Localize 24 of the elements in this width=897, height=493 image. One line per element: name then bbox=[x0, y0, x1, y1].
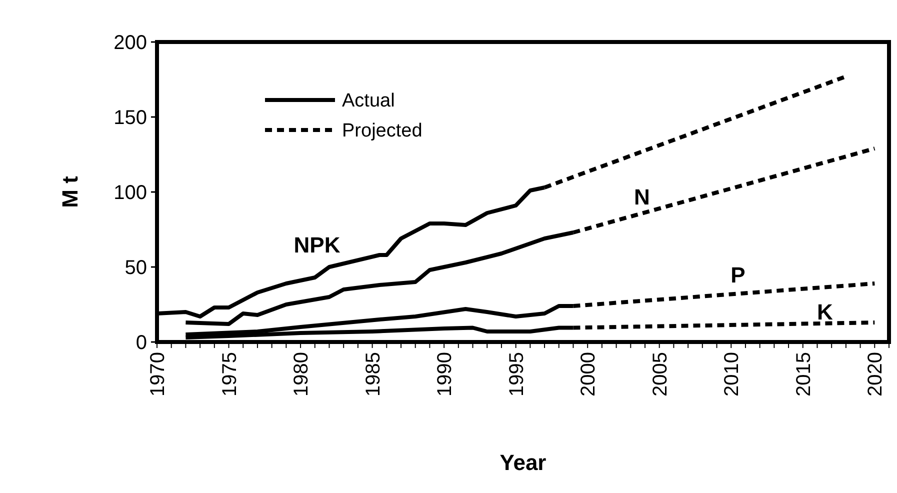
y-axis-title: M t bbox=[58, 175, 83, 208]
x-tick-label: 1980 bbox=[290, 352, 313, 396]
annotation: N bbox=[634, 184, 650, 210]
annotation: NPK bbox=[294, 232, 340, 258]
y-tick-label: 0 bbox=[136, 332, 147, 354]
x-tick-label: 1990 bbox=[434, 352, 456, 396]
x-axis-title: Year bbox=[500, 450, 547, 475]
annotation: P bbox=[730, 262, 746, 288]
y-tick-label: 50 bbox=[124, 257, 147, 279]
y-tick-label: 150 bbox=[114, 107, 147, 129]
x-tick-label: 2015 bbox=[792, 352, 815, 396]
legend-label: Projected bbox=[342, 120, 422, 142]
y-tick-label: 100 bbox=[114, 182, 147, 204]
x-tick-label: 2005 bbox=[649, 352, 672, 396]
x-tick-label: 1975 bbox=[218, 352, 241, 396]
x-tick-label: 1995 bbox=[506, 352, 528, 396]
x-tick-label: 2020 bbox=[864, 352, 887, 396]
x-tick-label: 1985 bbox=[362, 352, 384, 396]
x-tick-label: 2010 bbox=[721, 352, 744, 396]
x-tick-label: 2000 bbox=[578, 352, 600, 396]
annotation: K bbox=[817, 300, 834, 325]
y-tick-label: 200 bbox=[114, 32, 147, 54]
legend-label: Actual bbox=[342, 90, 395, 112]
x-tick-label: 1970 bbox=[147, 352, 169, 396]
